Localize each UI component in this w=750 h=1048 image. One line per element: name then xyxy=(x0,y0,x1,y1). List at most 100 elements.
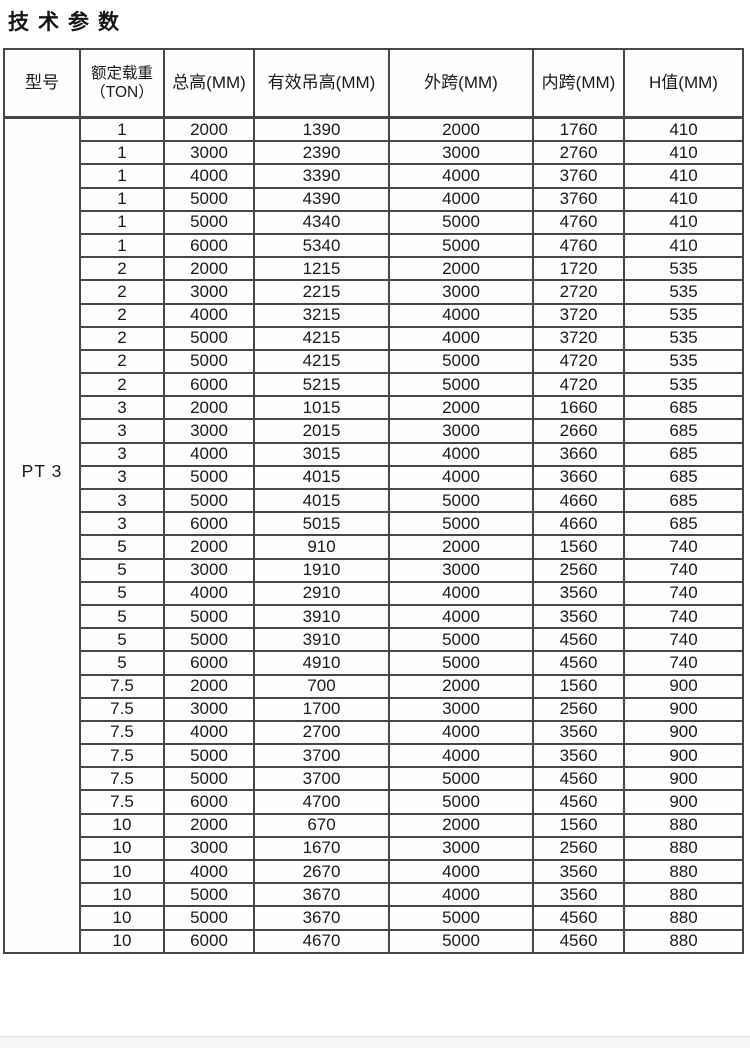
table-cell: 4560 xyxy=(532,650,625,676)
table-cell: 4700 xyxy=(253,789,390,815)
table-cell: 410 xyxy=(623,209,744,235)
table-row: 2 4000 3215 4000 3720 535 xyxy=(4,302,744,328)
table-cell: 4670 xyxy=(253,928,390,954)
table-cell: 700 xyxy=(253,673,390,699)
table-cell: 5000 xyxy=(388,372,534,398)
table-cell: 740 xyxy=(623,557,744,583)
table-cell: 5000 xyxy=(388,928,534,954)
table-cell: 3000 xyxy=(388,696,534,722)
table-cell: 4000 xyxy=(388,858,534,885)
table-cell: 4560 xyxy=(532,905,625,931)
table-cell: 3000 xyxy=(163,418,255,444)
table-cell: 5 xyxy=(79,580,165,606)
table-row: 7.5 2000 700 2000 1560 900 xyxy=(4,673,744,699)
table-cell: 7.5 xyxy=(79,789,165,815)
table-cell: 10 xyxy=(79,905,165,931)
table-row: 5 2000 910 2000 1560 740 xyxy=(4,534,744,560)
table-cell: 880 xyxy=(623,882,744,908)
table-cell: 4215 xyxy=(253,325,390,351)
table-cell: 6000 xyxy=(163,511,255,537)
table-cell: 2015 xyxy=(253,418,390,444)
table-cell: 3560 xyxy=(532,603,625,630)
table-cell: 4000 xyxy=(163,580,255,606)
table-cell: 910 xyxy=(253,534,390,560)
table-row: 1 5000 4390 4000 3760 410 xyxy=(4,186,744,212)
table-cell: 535 xyxy=(623,348,744,375)
table-cell: 1215 xyxy=(253,256,390,282)
table-cell: 3700 xyxy=(253,743,390,769)
table-cell: 3000 xyxy=(388,279,534,305)
table-cell: 7.5 xyxy=(79,766,165,792)
table-cell: 7.5 xyxy=(79,696,165,722)
table-cell: 5000 xyxy=(163,325,255,351)
table-cell: 5000 xyxy=(388,650,534,676)
table-cell: 4000 xyxy=(163,858,255,885)
table-cell: 3000 xyxy=(163,696,255,722)
table-cell: 4000 xyxy=(388,441,534,467)
table-cell: 2700 xyxy=(253,719,390,746)
table-cell: 3000 xyxy=(163,279,255,305)
table-cell: 5000 xyxy=(163,905,255,931)
table-cell: 5000 xyxy=(163,464,255,491)
table-cell: 4000 xyxy=(388,186,534,212)
table-cell: 3760 xyxy=(532,186,625,212)
table-row: 10 6000 4670 5000 4560 880 xyxy=(4,928,744,954)
table-cell: 685 xyxy=(623,395,744,421)
table-cell: 2000 xyxy=(163,673,255,699)
table-cell: 3720 xyxy=(532,325,625,351)
table-cell: 1 xyxy=(79,140,165,166)
spec-table-header: 型号 额定载重（TON） 总高(MM) 有效吊高(MM) 外跨(MM) 内跨(M… xyxy=(3,48,744,119)
table-cell: 410 xyxy=(623,163,744,189)
table-row: 2 3000 2215 3000 2720 535 xyxy=(4,279,744,305)
table-cell: 3015 xyxy=(253,441,390,467)
table-cell: 4000 xyxy=(388,882,534,908)
table-cell: 1760 xyxy=(532,116,625,143)
col-header-outer-span: 外跨(MM) xyxy=(388,48,534,119)
table-cell: 2390 xyxy=(253,140,390,166)
table-cell: 2 xyxy=(79,279,165,305)
table-cell: 5000 xyxy=(163,743,255,769)
table-row: 3 5000 4015 4000 3660 685 xyxy=(4,464,744,491)
table-cell: 685 xyxy=(623,418,744,444)
table-cell: 685 xyxy=(623,487,744,514)
table-cell: 4720 xyxy=(532,348,625,375)
table-cell: 5000 xyxy=(163,627,255,653)
table-cell: 3560 xyxy=(532,743,625,769)
table-row: 5 5000 3910 5000 4560 740 xyxy=(4,627,744,653)
table-cell: 2 xyxy=(79,325,165,351)
table-cell: 7.5 xyxy=(79,743,165,769)
table-cell: 4560 xyxy=(532,789,625,815)
table-cell: 4660 xyxy=(532,511,625,537)
table-cell: 5215 xyxy=(253,372,390,398)
table-row: 10 5000 3670 5000 4560 880 xyxy=(4,905,744,931)
table-row: PT 3 1 2000 1390 2000 1760 410 xyxy=(3,116,744,954)
table-cell: 900 xyxy=(623,789,744,815)
table-cell: 4760 xyxy=(532,209,625,235)
table-row: 7.5 3000 1700 3000 2560 900 xyxy=(4,696,744,722)
table-cell: 535 xyxy=(623,302,744,328)
table-cell: 3670 xyxy=(253,882,390,908)
table-row: 7.5 5000 3700 5000 4560 900 xyxy=(4,766,744,792)
table-cell: 535 xyxy=(623,372,744,398)
table-cell: 3000 xyxy=(163,835,255,862)
table-cell: 4000 xyxy=(163,163,255,189)
table-cell: 880 xyxy=(623,905,744,931)
table-cell: 3000 xyxy=(388,557,534,583)
table-cell: 535 xyxy=(623,325,744,351)
table-cell: 1700 xyxy=(253,696,390,722)
model-cell: PT 3 xyxy=(3,116,81,954)
table-cell: 10 xyxy=(79,812,165,838)
table-cell: 10 xyxy=(79,928,165,954)
table-cell: 4760 xyxy=(532,232,625,259)
table-cell: 2560 xyxy=(532,557,625,583)
table-cell: 2000 xyxy=(163,812,255,838)
table-row: 3 6000 5015 5000 4660 685 xyxy=(4,511,744,537)
table-cell: 6000 xyxy=(163,650,255,676)
table-cell: 4015 xyxy=(253,487,390,514)
table-cell: 880 xyxy=(623,812,744,838)
table-cell: 2 xyxy=(79,348,165,375)
table-row: 7.5 6000 4700 5000 4560 900 xyxy=(4,789,744,815)
table-cell: 4000 xyxy=(388,719,534,746)
table-cell: 5000 xyxy=(388,766,534,792)
